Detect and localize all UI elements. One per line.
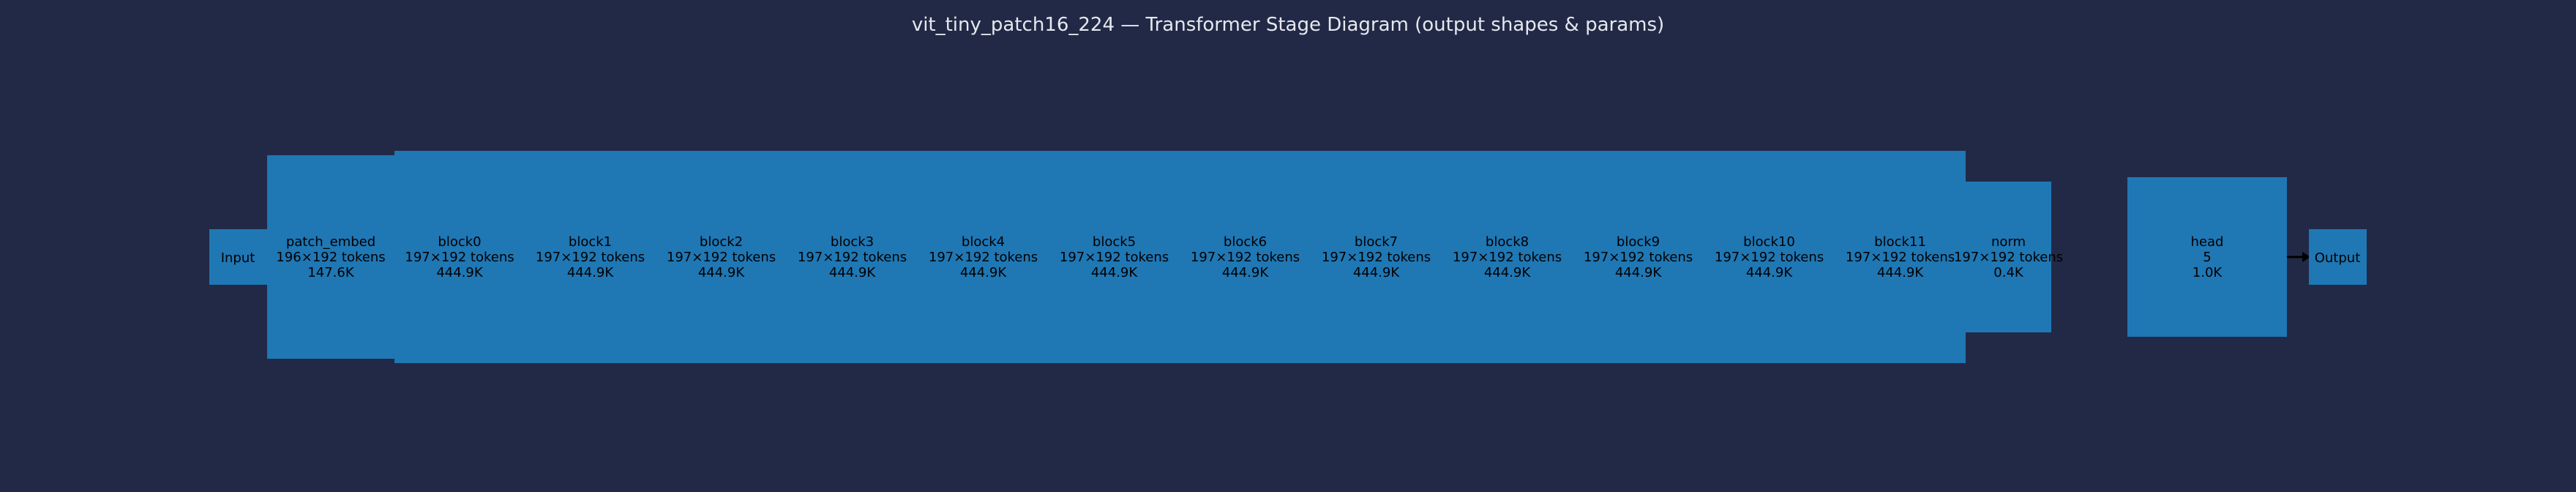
stage-name: block7: [1355, 234, 1398, 250]
stage-params: 147.6K: [307, 265, 355, 280]
stage-box: [1049, 151, 1180, 363]
stage-name: norm: [1991, 234, 2026, 250]
stage-name: block10: [1743, 234, 1795, 250]
stage-name: head: [2191, 234, 2224, 250]
stage-params: 1.0K: [2193, 265, 2223, 280]
stage-shape: 197×192 tokens: [929, 250, 1038, 265]
stage-name: block9: [1617, 234, 1660, 250]
stage-shape: 197×192 tokens: [1954, 250, 2063, 265]
diagram-title: vit_tiny_patch16_224 — Transformer Stage…: [912, 14, 1664, 36]
stage-shape: 197×192 tokens: [1453, 250, 1562, 265]
stage-box: [1180, 151, 1311, 363]
stage-params: 444.9K: [1353, 265, 1401, 280]
stage-name: block6: [1224, 234, 1267, 250]
stage-shape: 197×192 tokens: [1060, 250, 1169, 265]
stage-params: 444.9K: [829, 265, 877, 280]
stage-box: [918, 151, 1049, 363]
output-node: Output: [2309, 229, 2367, 285]
stage-name: block5: [1093, 234, 1136, 250]
stage-shape: 197×192 tokens: [1191, 250, 1300, 265]
stage-name: block0: [438, 234, 481, 250]
stage-params: 444.9K: [567, 265, 615, 280]
input-label: Input: [221, 250, 255, 266]
output-arrow: [2287, 252, 2310, 262]
stage-name: block3: [831, 234, 874, 250]
stage-name: block4: [962, 234, 1005, 250]
stage-box: [394, 151, 525, 363]
stage-box: [1573, 151, 1704, 363]
stage-box: [787, 151, 918, 363]
stage-box: [1966, 182, 2051, 332]
stage-shape: 197×192 tokens: [1584, 250, 1693, 265]
stage-params: 444.9K: [1222, 265, 1270, 280]
stage-params: 444.9K: [1615, 265, 1663, 280]
stage-box: [1704, 151, 1835, 363]
stage-name: block1: [569, 234, 612, 250]
stage-name: block11: [1874, 234, 1926, 250]
stage-box: [267, 155, 394, 359]
stage-shape: 196×192 tokens: [276, 250, 385, 265]
stage-box: [1835, 151, 1966, 363]
stage-shape: 197×192 tokens: [1846, 250, 1955, 265]
stage-params: 444.9K: [1877, 265, 1925, 280]
stage-box: [656, 151, 787, 363]
stage-params: 444.9K: [1091, 265, 1139, 280]
input-box: [209, 229, 267, 285]
stage-box: [2127, 177, 2287, 337]
stage-box: [1442, 151, 1573, 363]
stage-params: 444.9K: [436, 265, 484, 280]
stage-name: block8: [1486, 234, 1529, 250]
stage-shape: 197×192 tokens: [667, 250, 776, 265]
stage-params: 0.4K: [1993, 265, 2024, 280]
output-box: [2309, 229, 2367, 285]
stage-box: [525, 151, 656, 363]
stage-params: 444.9K: [1746, 265, 1794, 280]
output-label: Output: [2315, 250, 2361, 266]
stage-box: [1311, 151, 1442, 363]
stage-params: 444.9K: [1484, 265, 1532, 280]
stage-shape: 197×192 tokens: [798, 250, 907, 265]
stage-shape: 197×192 tokens: [405, 250, 514, 265]
stage-shape: 5: [2203, 250, 2211, 265]
stage-name: block2: [700, 234, 743, 250]
stage-shape: 197×192 tokens: [1322, 250, 1431, 265]
stage-params: 444.9K: [960, 265, 1008, 280]
stage-name: patch_embed: [286, 234, 375, 250]
stage-params: 444.9K: [698, 265, 746, 280]
input-node: Input: [209, 229, 267, 285]
stage-shape: 197×192 tokens: [1715, 250, 1824, 265]
stage-shape: 197×192 tokens: [536, 250, 645, 265]
